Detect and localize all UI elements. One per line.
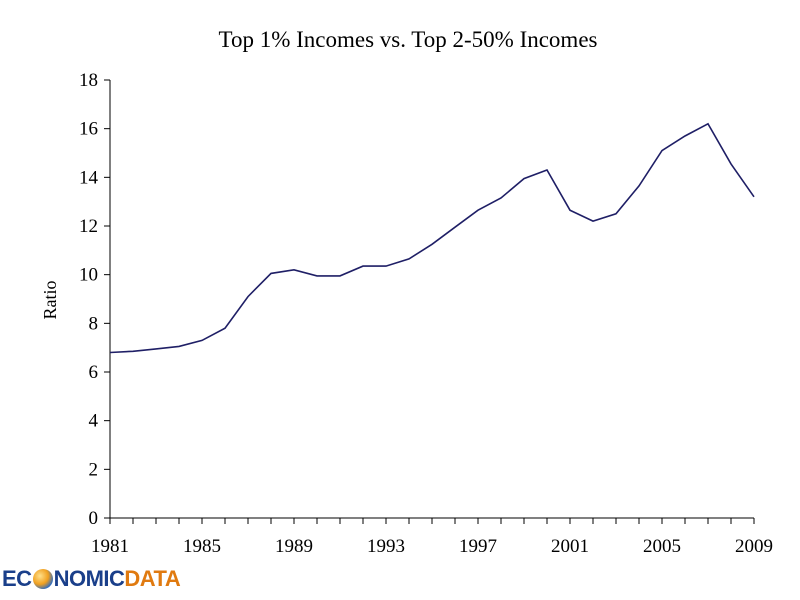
- logo-text-data: DATA: [124, 566, 181, 591]
- y-tick-label: 6: [89, 362, 99, 383]
- series-line: [109, 122, 755, 354]
- x-tick-label: 1997: [459, 536, 497, 557]
- globe-icon: [32, 569, 53, 589]
- y-tick-label: 12: [79, 216, 98, 237]
- chart-title: Top 1% Incomes vs. Top 2-50% Incomes: [219, 27, 598, 52]
- y-tick-label: 0: [89, 508, 99, 529]
- y-tick-label: 14: [79, 167, 99, 188]
- y-tick-label: 18: [79, 70, 98, 91]
- x-tick-label: 2001: [551, 536, 589, 557]
- x-tick-label: 2009: [735, 536, 773, 557]
- economicdata-logo: EC NOMIC DATA: [2, 566, 181, 592]
- x-tick-label: 2005: [643, 536, 681, 557]
- y-tick-label: 16: [79, 119, 98, 140]
- y-tick-label: 4: [89, 411, 99, 432]
- logo-text-ec: EC: [2, 566, 32, 591]
- x-tick-label: 1993: [367, 536, 405, 557]
- y-axis-title: Ratio: [40, 281, 60, 320]
- logo-text-nomic: NOMIC: [53, 566, 125, 591]
- y-tick-label: 10: [79, 265, 98, 286]
- y-tick-label: 8: [89, 313, 99, 334]
- x-tick-label: 1989: [275, 536, 313, 557]
- x-tick-label: 1981: [91, 536, 129, 557]
- x-tick-label: 1985: [183, 536, 221, 557]
- y-tick-label: 2: [89, 459, 99, 480]
